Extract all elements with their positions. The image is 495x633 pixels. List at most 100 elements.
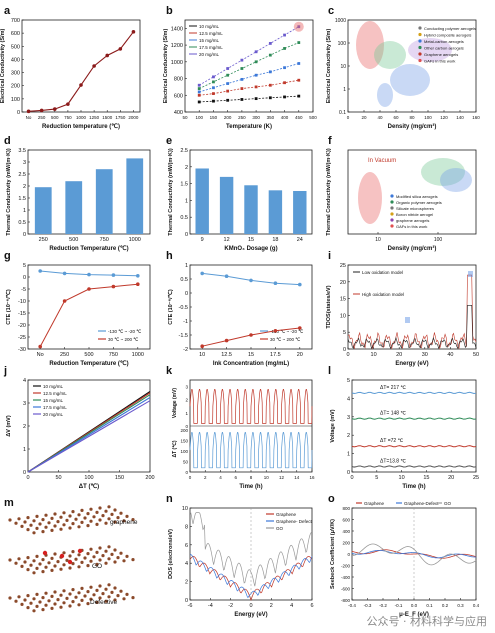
panel-j-legend-label: 10 mg/mL xyxy=(43,384,64,389)
panel-k-xtick-label: 4 xyxy=(219,475,222,480)
panel-g-xlabel: Reduction Temperature (℃) xyxy=(49,360,128,367)
panel-a-ytick-label: 0 xyxy=(17,110,20,116)
panel-b-point xyxy=(254,97,258,101)
panel-k-xtick-label: 0 xyxy=(189,475,192,480)
panel-f-legend-label: graphene aerogels xyxy=(396,218,429,223)
panel-m-go-atom xyxy=(80,560,84,565)
panel-a-point xyxy=(66,102,70,106)
panel-m-go-atom xyxy=(125,554,129,559)
panel-m-graphene-atom xyxy=(50,528,54,533)
panel-a-frame xyxy=(21,19,141,113)
panel-m-go-atom xyxy=(95,562,99,567)
panel-d-xtick-label: 1000 xyxy=(129,237,141,243)
panel-e-ytick-label: 0 xyxy=(185,232,188,238)
panel-d-ytick-label: 0 xyxy=(23,232,26,238)
panel-f-legend-marker xyxy=(390,218,394,222)
panel-b-frame xyxy=(184,19,314,113)
panel-c-legend-marker xyxy=(418,39,422,43)
panel-m-go-atom xyxy=(68,554,72,558)
panel-l-ytick-label: 2 xyxy=(347,433,350,439)
panel-m-defective-atom xyxy=(35,604,39,609)
panel-b-point xyxy=(197,90,201,94)
panel-l-series-line xyxy=(351,417,477,420)
panel-m-go-atom xyxy=(20,564,24,569)
panel-m-graphene-atom xyxy=(80,520,84,525)
panel-m-graphene-atom xyxy=(35,526,39,531)
panel-b-ytick-label: 1400 xyxy=(171,26,183,32)
panel-m-go-atom xyxy=(47,561,51,565)
panel-m-defective-atom xyxy=(101,592,105,596)
panel-o-xtick-label: 0.3 xyxy=(457,603,464,608)
panel-a-ytick-label: 700 xyxy=(11,18,20,24)
panel-f-legend-label: Silicate microspheres xyxy=(396,206,434,211)
panel-b-series-line xyxy=(199,42,299,89)
panel-h-ytick-label: 0.5 xyxy=(180,277,188,283)
panel-letter-b: b xyxy=(166,5,173,17)
panel-m-graphene-atom xyxy=(62,523,66,527)
panel-f-region xyxy=(358,172,382,224)
panel-h-ytick-label: -1 xyxy=(183,319,188,325)
panel-g-point xyxy=(87,272,91,277)
panel-m-defective-atom xyxy=(125,592,129,597)
panel-o-xtick-label: 0.4 xyxy=(473,603,480,608)
panel-n-xtick-label: 6 xyxy=(310,603,313,609)
panel-j-ytick-label: 0 xyxy=(23,470,26,476)
panel-m-go-atom xyxy=(65,558,69,563)
panel-m-go-atom xyxy=(95,550,99,555)
panel-b-ytick-label: 1200 xyxy=(171,43,183,49)
panel-m-defective-atom xyxy=(53,590,57,594)
panel-b-legend-label: 15 mg/mL xyxy=(199,38,220,43)
panel-g-xtick-label: No xyxy=(37,352,44,358)
panel-m-graphene-atom xyxy=(125,514,129,519)
panel-g-point xyxy=(62,271,67,276)
panel-c-xtick-label: 120 xyxy=(440,115,448,120)
panel-m-go-atom xyxy=(89,547,93,551)
panel-l-series-line xyxy=(351,391,477,394)
panel-d-ytick-label: 3.5 xyxy=(18,148,26,154)
panel-b-point xyxy=(240,67,244,70)
panel-c-region xyxy=(377,83,393,107)
panel-m-defective-atom xyxy=(26,594,30,598)
panel-m-defective-atom xyxy=(89,585,93,589)
panel-g-ytick-label: -25 xyxy=(18,335,26,341)
panel-c-region xyxy=(356,21,384,69)
panel-g-point xyxy=(38,344,42,349)
panel-h-point xyxy=(298,326,302,330)
panel-n-ytick-label: 6 xyxy=(185,543,188,549)
panel-m-graphene-atom xyxy=(122,519,126,523)
panel-m-defective-atom xyxy=(32,597,36,601)
panel-e-ytick-label: 0.5 xyxy=(180,215,188,221)
panel-k-xtick-label: 14 xyxy=(294,475,300,480)
panel-m-graphene-atom xyxy=(86,511,90,516)
panel-g-ytick-label: 5 xyxy=(23,263,26,269)
panel-a-line xyxy=(28,31,134,112)
panel-m-graphene-atom xyxy=(38,522,42,526)
panel-m-graphene-atom xyxy=(47,521,51,525)
panel-m-defective-atom xyxy=(80,586,84,591)
panel-m-defective-atom xyxy=(35,592,39,597)
panel-m-defective-atom xyxy=(131,596,135,600)
panel-n-ytick-label: 8 xyxy=(185,524,188,530)
panel-m-go-atom xyxy=(98,546,102,550)
panel-m-go-atom xyxy=(35,566,39,571)
panel-n-xtick-label: 4 xyxy=(290,603,293,609)
panel-a-ytick-label: 300 xyxy=(11,71,20,77)
panel-m-go-atom xyxy=(74,557,78,561)
panel-l-series-label: ΔT= 217 ℃ xyxy=(380,385,406,391)
panel-b-point xyxy=(297,41,301,44)
panel-m-go-atom xyxy=(62,563,66,567)
panel-m-defective-atom xyxy=(59,605,63,609)
panel-c-xtick-label: 60 xyxy=(393,115,399,120)
panel-a-xtick-label: No xyxy=(26,115,32,120)
panel-j-xtick-label: 100 xyxy=(84,475,93,481)
panel-f-legend-label: GAFs in this work xyxy=(396,224,427,229)
panel-b-point xyxy=(212,92,215,95)
panel-a-point xyxy=(52,107,57,111)
panel-f-legend-marker xyxy=(390,224,394,228)
panel-f-xtick-label: 100 xyxy=(434,237,443,243)
panel-n-xtick-label: -4 xyxy=(208,603,213,609)
panel-b-point xyxy=(297,94,301,98)
panel-g-legend-label: -130 ℃ ~ -20 ℃ xyxy=(108,329,142,334)
watermark: 公众号 · 材料科学与应用 xyxy=(366,615,488,628)
panel-o-xtick-label: -0.4 xyxy=(348,603,356,608)
